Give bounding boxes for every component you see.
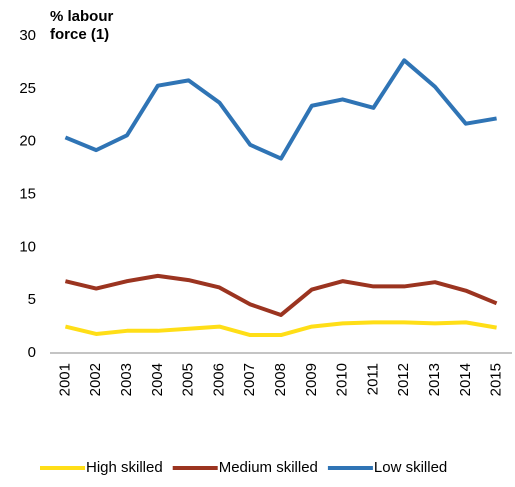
y-tick-label: 30 xyxy=(19,27,36,44)
legend-label: Medium skilled xyxy=(219,459,318,476)
series-line xyxy=(64,273,498,317)
x-tick-label: 2013 xyxy=(426,363,443,396)
y-tick-label: 20 xyxy=(19,133,36,150)
x-tick-label: 2006 xyxy=(210,363,227,396)
x-tick-label: 2009 xyxy=(303,363,320,396)
series-line xyxy=(64,320,497,338)
y-tick-label: 10 xyxy=(19,238,36,255)
series-line xyxy=(64,58,497,161)
x-tick-label: 2001 xyxy=(56,363,73,396)
x-tick-label: 2005 xyxy=(180,363,197,396)
x-tick-label: 2003 xyxy=(118,363,135,396)
legend-label: Low skilled xyxy=(374,459,447,476)
x-tick-label: 2011 xyxy=(364,363,381,395)
x-tick-label: 2008 xyxy=(272,363,289,396)
x-tick-label: 2010 xyxy=(334,363,351,396)
x-tick-label: 2007 xyxy=(241,363,258,396)
legend-label: High skilled xyxy=(86,459,163,476)
x-tick-label: 2014 xyxy=(457,363,474,396)
x-tick-label: 2015 xyxy=(488,363,505,396)
y-axis-label: % labour force (1) xyxy=(50,8,114,43)
y-tick-label: 25 xyxy=(19,80,36,97)
y-tick-label: 15 xyxy=(19,185,36,202)
x-tick-label: 2002 xyxy=(87,363,104,396)
y-tick-label: 5 xyxy=(28,291,36,308)
y-tick-label: 0 xyxy=(28,344,36,361)
x-tick-label: 2004 xyxy=(149,363,166,396)
x-tick-label: 2012 xyxy=(395,363,412,396)
